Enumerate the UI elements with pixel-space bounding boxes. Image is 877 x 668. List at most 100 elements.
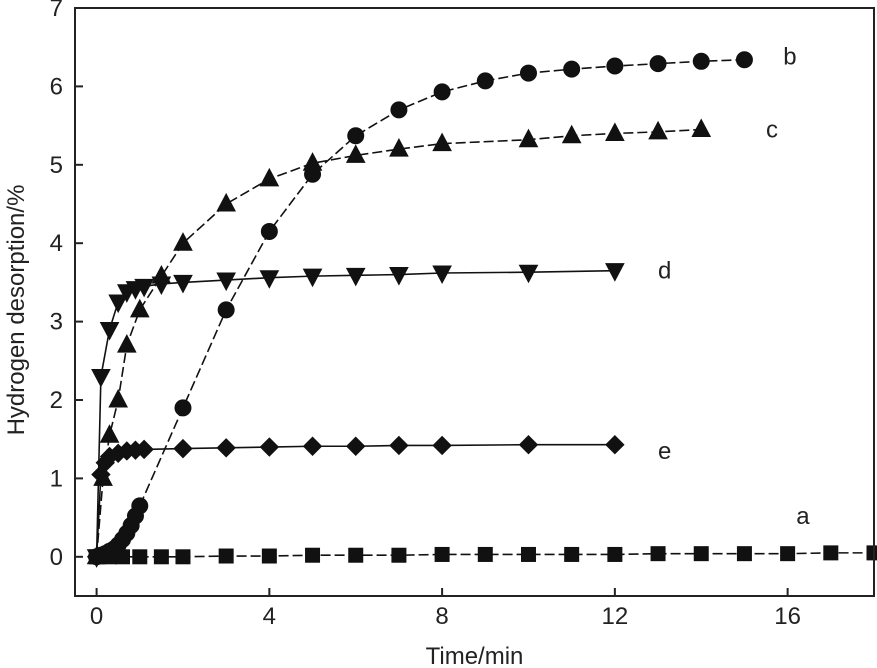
circle-marker — [649, 55, 667, 73]
y-tick-label: 2 — [50, 387, 63, 414]
diamond-marker — [302, 436, 323, 456]
triangle-up-marker — [432, 132, 452, 152]
series-b: b — [88, 43, 797, 566]
x-tick-label: 16 — [774, 603, 801, 630]
diamond-marker — [346, 436, 366, 456]
square-marker — [153, 549, 169, 565]
triangle-down-marker — [151, 276, 172, 296]
diamond-marker — [518, 434, 539, 455]
square-marker — [736, 546, 752, 562]
triangle-up-marker — [389, 138, 409, 157]
diamond-marker — [86, 547, 107, 567]
circle-marker — [606, 57, 624, 75]
triangle-up-marker — [345, 144, 366, 163]
series-d: d — [86, 257, 671, 568]
x-tick-label: 12 — [602, 603, 629, 630]
triangle-up-marker — [561, 124, 582, 144]
y-tick-label: 3 — [50, 309, 63, 336]
triangle-up-marker — [216, 192, 236, 212]
square-marker — [650, 546, 666, 562]
triangle-up-marker — [648, 120, 668, 140]
series-b-line — [96, 58, 745, 558]
series-layer: a b c d e — [86, 43, 877, 568]
square-marker — [218, 548, 234, 564]
series-a: a — [89, 503, 877, 565]
square-marker — [607, 546, 623, 562]
triangle-down-marker — [432, 265, 452, 285]
circle-marker — [433, 83, 451, 101]
circle-marker — [692, 52, 710, 70]
square-marker — [391, 547, 407, 563]
circle-marker — [174, 399, 192, 417]
square-marker — [175, 549, 191, 565]
triangle-up-marker — [302, 152, 323, 171]
square-marker — [305, 547, 321, 563]
triangle-up-marker — [129, 298, 150, 318]
triangle-up-marker — [605, 122, 625, 141]
x-tick-label: 8 — [435, 603, 448, 630]
triangle-up-marker — [691, 118, 712, 138]
triangle-up-marker — [173, 232, 193, 251]
x-tick-label: 0 — [90, 603, 103, 630]
series-e-label: e — [658, 438, 671, 465]
series-d-label: d — [658, 257, 671, 284]
series-a-label: a — [796, 503, 810, 530]
y-tick-label: 5 — [50, 152, 63, 179]
square-marker — [564, 546, 580, 562]
plot-frame — [74, 7, 875, 597]
square-marker — [823, 545, 839, 561]
diamond-marker — [432, 435, 452, 456]
triangle-down-marker — [259, 270, 280, 289]
series-e: e — [86, 434, 671, 567]
diamond-marker — [605, 434, 625, 455]
series-c: c — [86, 116, 778, 565]
circle-marker — [563, 60, 581, 78]
triangle-down-marker — [173, 274, 193, 294]
triangle-down-marker — [302, 268, 323, 288]
triangle-up-marker — [259, 167, 280, 187]
triangle-up-marker — [99, 424, 120, 443]
x-axis-title: Time/min — [426, 643, 524, 668]
square-marker — [261, 548, 277, 564]
square-marker — [520, 546, 536, 562]
triangle-down-marker — [389, 267, 409, 286]
triangle-down-marker — [345, 267, 366, 287]
circle-marker — [735, 51, 753, 69]
series-b-label: b — [783, 43, 796, 70]
triangle-down-marker — [216, 272, 236, 292]
triangle-down-marker — [605, 263, 625, 282]
square-marker — [477, 546, 493, 562]
series-d-line — [95, 269, 615, 557]
triangle-up-marker — [116, 334, 137, 353]
triangle-down-marker — [518, 264, 539, 284]
series-e-line — [95, 443, 615, 557]
series-a-line — [96, 552, 874, 558]
circle-marker — [519, 64, 537, 82]
triangle-down-marker — [91, 368, 111, 388]
square-marker — [693, 546, 709, 562]
series-c-label: c — [766, 116, 778, 143]
circle-marker — [476, 72, 494, 90]
square-marker — [780, 546, 796, 562]
diamond-marker — [173, 438, 193, 459]
circle-marker — [217, 301, 235, 319]
triangle-up-marker — [108, 388, 129, 408]
x-tick-label: 4 — [263, 603, 276, 630]
diamond-marker — [389, 435, 409, 456]
diamond-marker — [134, 439, 154, 460]
circle-marker — [260, 222, 278, 240]
y-tick-label: 7 — [50, 0, 63, 22]
y-tick-label: 6 — [50, 73, 63, 100]
square-marker — [866, 545, 877, 561]
series-c-line — [95, 128, 702, 557]
diamond-marker — [216, 438, 236, 458]
circle-marker — [390, 101, 408, 119]
circle-marker — [131, 497, 149, 515]
triangle-down-marker — [99, 321, 120, 341]
square-marker — [132, 549, 148, 565]
diamond-marker — [259, 437, 280, 457]
square-marker — [434, 546, 450, 562]
triangle-down-marker — [108, 294, 129, 314]
